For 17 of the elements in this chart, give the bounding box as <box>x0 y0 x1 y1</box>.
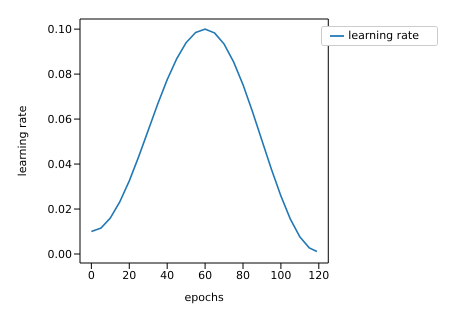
x-tick-label: 120 <box>308 268 330 282</box>
y-tick-label: 0.10 <box>48 23 72 36</box>
x-tick-label: 0 <box>88 268 95 282</box>
x-tick-label: 40 <box>160 268 174 282</box>
x-tick-label: 80 <box>236 268 250 282</box>
x-axis-title: epochs <box>184 291 224 304</box>
x-tick-label: 100 <box>270 268 292 282</box>
y-tick-label: 0.04 <box>48 158 72 171</box>
y-axis-title: learning rate <box>16 105 29 176</box>
x-tick-label: 60 <box>198 268 212 282</box>
y-tick-label: 0.06 <box>48 112 72 126</box>
x-tick-label: 20 <box>122 268 136 282</box>
y-tick-label: 0.02 <box>48 202 72 216</box>
line-series <box>90 28 318 252</box>
y-tick-label: 0.08 <box>48 68 72 81</box>
y-tick-label: 0.00 <box>48 248 72 261</box>
legend-label: learning rate <box>348 29 419 42</box>
